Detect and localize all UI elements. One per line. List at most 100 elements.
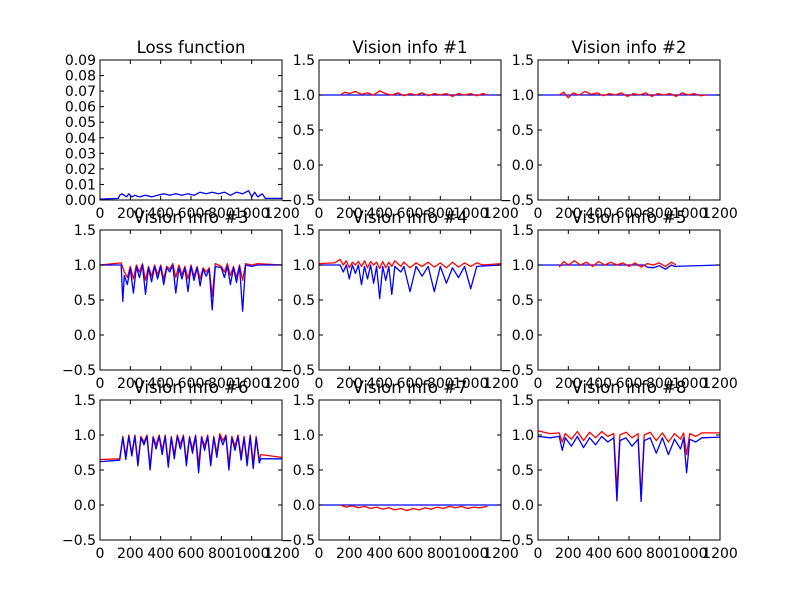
- x-tick-label: 1000: [672, 206, 708, 222]
- y-tick-label: 1.5: [74, 393, 96, 409]
- plot-background: [538, 230, 720, 370]
- series-group: [538, 90, 720, 99]
- x-tick-label: 0: [96, 546, 105, 562]
- y-tick-label: 0.09: [65, 53, 96, 69]
- subplot-title: Vision info #6: [133, 378, 248, 397]
- y-tick-label: 0.5: [74, 463, 96, 479]
- y-tick-label: 0.0: [293, 328, 315, 344]
- plot-background: [100, 400, 282, 540]
- x-tick-label: 0: [315, 546, 324, 562]
- y-tick-label: 0.0: [293, 498, 315, 514]
- x-tick-label: 1200: [264, 546, 300, 562]
- subplot-title: Vision info #1: [352, 38, 467, 57]
- x-tick-label: 1000: [234, 206, 270, 222]
- x-tick-label: 400: [147, 376, 174, 392]
- y-tick-label: 1.0: [293, 428, 315, 444]
- y-tick-label: 0.08: [65, 69, 96, 85]
- x-tick-label: 600: [616, 376, 643, 392]
- x-tick-label: 1000: [234, 546, 270, 562]
- series-group: [319, 504, 501, 512]
- y-tick-label: 0.5: [74, 293, 96, 309]
- y-tick-label: −0.5: [62, 533, 96, 549]
- y-tick-label: 1.0: [293, 88, 315, 104]
- x-tick-label: 200: [117, 376, 144, 392]
- x-tick-label: 0: [534, 206, 543, 222]
- subplot-6: −0.50.00.51.01.50 200 400 600 800 10001200Vis…: [500, 208, 738, 392]
- x-tick-label: 400: [366, 376, 393, 392]
- x-tick-label: 600: [178, 206, 205, 222]
- x-tick-label: 1200: [702, 376, 738, 392]
- x-tick-label: 0: [315, 376, 324, 392]
- y-tick-label: 1.0: [293, 258, 315, 274]
- series-group: [100, 432, 282, 474]
- subplot-title: Vision info #4: [352, 208, 467, 227]
- plot-background: [538, 400, 720, 540]
- subplot-5: −0.50.00.51.01.50 200 400 600 800 10001200Vis…: [281, 208, 519, 392]
- y-tick-label: 0.02: [65, 162, 96, 178]
- y-tick-label: 0.06: [65, 100, 96, 116]
- series-line-2: [558, 90, 707, 99]
- y-tick-label: 1.0: [512, 258, 534, 274]
- x-tick-label: 400: [585, 206, 612, 222]
- x-tick-label: 600: [178, 546, 205, 562]
- series-group: [538, 430, 720, 503]
- subplot-title: Vision info #3: [133, 208, 248, 227]
- y-tick-label: −0.5: [500, 533, 534, 549]
- x-tick-label: 0: [96, 206, 105, 222]
- series-line-2: [319, 264, 501, 300]
- series-group: [100, 190, 282, 200]
- x-tick-label: 0: [534, 376, 543, 392]
- y-tick-label: 1.0: [74, 428, 96, 444]
- y-tick-label: 0.00: [65, 193, 96, 209]
- y-tick-label: 0.0: [74, 328, 96, 344]
- y-tick-label: 0.0: [512, 498, 534, 514]
- subplot-9: −0.50.00.51.01.50 200 400 600 800 10001200Vis…: [500, 378, 738, 562]
- x-tick-label: 1000: [453, 206, 489, 222]
- y-tick-label: 1.5: [74, 223, 96, 239]
- x-tick-label: 400: [585, 546, 612, 562]
- y-tick-label: 0.07: [65, 84, 96, 100]
- x-tick-label: 200: [117, 546, 144, 562]
- series-line-1: [319, 258, 501, 270]
- x-tick-label: 400: [147, 206, 174, 222]
- subplot-4: −0.50.00.51.01.50 200 400 600 800 10001200Vis…: [62, 208, 300, 392]
- x-tick-label: 1000: [453, 376, 489, 392]
- x-tick-label: 1200: [264, 206, 300, 222]
- x-tick-label: 600: [397, 206, 424, 222]
- series-line-2: [100, 264, 282, 312]
- y-tick-label: 0.05: [65, 115, 96, 131]
- y-tick-label: 0.0: [512, 158, 534, 174]
- x-tick-label: 800: [427, 376, 454, 392]
- x-tick-label: 400: [366, 206, 393, 222]
- x-tick-label: 800: [646, 206, 673, 222]
- y-tick-label: 0.01: [65, 177, 96, 193]
- x-tick-label: 200: [336, 546, 363, 562]
- y-tick-label: 1.5: [293, 53, 315, 69]
- x-tick-label: 0: [315, 206, 324, 222]
- x-tick-label: 1000: [234, 376, 270, 392]
- x-tick-label: 800: [208, 376, 235, 392]
- y-tick-label: −0.5: [500, 193, 534, 209]
- subplot-title: Loss function: [137, 38, 246, 57]
- y-tick-label: 0.0: [74, 498, 96, 514]
- x-tick-label: 1200: [483, 546, 519, 562]
- x-tick-label: 800: [646, 546, 673, 562]
- x-tick-label: 1200: [702, 206, 738, 222]
- series-line-1: [100, 190, 282, 200]
- x-tick-label: 800: [427, 206, 454, 222]
- x-tick-label: 800: [427, 546, 454, 562]
- y-tick-label: 0.0: [293, 158, 315, 174]
- plot-background: [319, 60, 501, 200]
- series-group: [100, 262, 282, 312]
- y-tick-label: −0.5: [281, 363, 315, 379]
- y-tick-label: 1.5: [512, 223, 534, 239]
- x-tick-label: 600: [616, 546, 643, 562]
- plot-background: [538, 60, 720, 200]
- x-tick-label: 200: [555, 206, 582, 222]
- y-tick-label: 1.5: [512, 53, 534, 69]
- series-group: [538, 260, 720, 270]
- series-line-1: [538, 430, 720, 498]
